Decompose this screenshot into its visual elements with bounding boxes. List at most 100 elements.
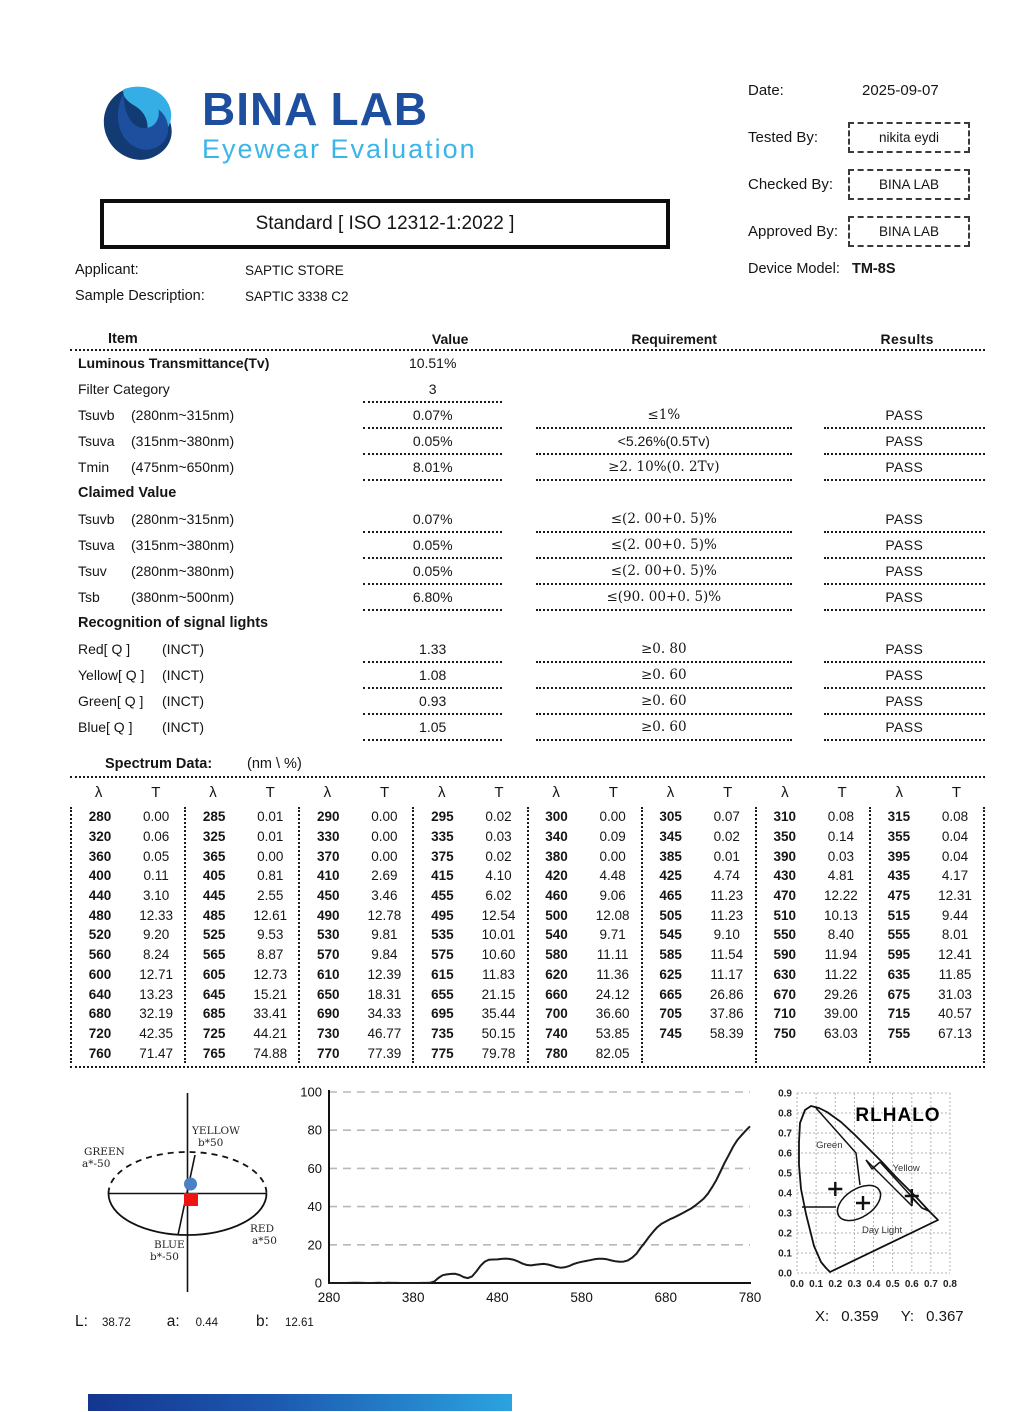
transmittance-value: 31.03 xyxy=(938,986,972,1002)
wavelength-value: 705 xyxy=(659,1006,682,1022)
transmittance-header: T xyxy=(951,784,961,801)
spectrum-cell: 365 0.00 xyxy=(186,846,298,866)
transmittance-value: 29.26 xyxy=(823,986,858,1002)
transmittance-value: 4.48 xyxy=(599,868,626,884)
transmittance-value: 12.33 xyxy=(139,907,173,923)
result-item: Blue[ Q ] (INCT) xyxy=(70,715,355,741)
wavelength-value: 370 xyxy=(317,848,340,864)
result-status: PASS xyxy=(823,455,986,481)
wavelength-value: 400 xyxy=(88,868,112,884)
item-range: (INCT) xyxy=(162,641,204,657)
spectrum-cell: 530 9.81 xyxy=(300,925,412,945)
spectrum-cell: 395 0.04 xyxy=(871,846,983,866)
result-value: 3 xyxy=(363,377,503,403)
spectrum-cell: 385 0.01 xyxy=(643,846,755,866)
wavelength-value: 415 xyxy=(431,868,454,884)
spectrum-cell: 705 37.86 xyxy=(643,1004,755,1024)
spectrum-cell: 300 0.00 xyxy=(529,807,641,827)
b-value: 12.61 xyxy=(284,1317,314,1329)
result-item: Tsuvb (280nm~315nm) xyxy=(70,507,355,533)
standard-box: Standard [ ISO 12312-1:2022 ] xyxy=(100,199,670,249)
xy-readout: X: 0.359 Y: 0.367 xyxy=(815,1308,964,1325)
transmittance-value: 0.00 xyxy=(371,848,398,864)
wavelength-value: 620 xyxy=(545,966,568,982)
wavelength-value: 715 xyxy=(887,1006,911,1022)
transmittance-value: 82.05 xyxy=(595,1045,630,1061)
wavelength-value: 770 xyxy=(317,1045,340,1061)
spectrum-cell: 465 11.23 xyxy=(643,886,755,906)
transmittance-header: T xyxy=(265,784,275,801)
spectrum-cell: 375 0.02 xyxy=(414,846,526,866)
wavelength-value: 775 xyxy=(431,1045,454,1061)
chart-axes xyxy=(328,1090,751,1284)
transmittance-value: 0.06 xyxy=(142,829,170,845)
spectrum-cell: 605 12.73 xyxy=(186,965,298,985)
transmittance-value: 9.20 xyxy=(142,927,170,943)
spectrum-cell: 680 32.19 xyxy=(72,1004,184,1024)
spectrum-cell: 770 77.39 xyxy=(300,1043,412,1063)
spectrum-cell: 545 9.10 xyxy=(643,925,755,945)
wavelength-value: 700 xyxy=(545,1006,568,1022)
result-status: PASS xyxy=(823,429,986,455)
wavelength-value: 535 xyxy=(431,927,454,943)
result-item: Tsb (380nm~500nm) xyxy=(70,585,355,611)
wavelength-value: 685 xyxy=(202,1006,226,1022)
spectrum-cell: 570 9.84 xyxy=(300,945,412,965)
result-requirement: ≥0. 60 xyxy=(536,715,792,741)
spectrum-cell: 595 12.41 xyxy=(871,945,983,965)
transmittance-value: 4.81 xyxy=(827,868,854,884)
transmittance-value: 11.11 xyxy=(596,947,629,963)
wavelength-value: 495 xyxy=(431,907,454,923)
result-requirement: ≤(2. 00+0. 5)% xyxy=(536,507,792,533)
result-value: 10.51% xyxy=(408,355,457,371)
spectrum-cell: 560 8.24 xyxy=(72,945,184,965)
transmittance-value: 10.13 xyxy=(823,907,858,923)
spectrum-column: 305 0.07 345 0.02 385 0.01 425 4.74 465 11.23 505 1… xyxy=(640,807,755,1063)
wavelength-value: 470 xyxy=(773,888,797,904)
spectrum-cell: 710 39.00 xyxy=(757,1004,869,1024)
device-model-label: Device Model: xyxy=(748,261,840,277)
wavelength-header: λ xyxy=(94,784,103,801)
results-row: Blue[ Q ] (INCT) 1.05 ≥0. 60 PASS xyxy=(70,715,986,741)
lab-label-green: GREEN xyxy=(84,1146,125,1158)
wavelength-value: 390 xyxy=(773,848,797,864)
wavelength-value: 635 xyxy=(887,966,911,982)
transmittance-value: 21.15 xyxy=(481,986,516,1002)
item-range: (280nm~315nm) xyxy=(131,407,235,423)
wavelength-value: 460 xyxy=(545,888,568,904)
wavelength-value: 525 xyxy=(202,927,226,943)
transmittance-value: 0.00 xyxy=(142,809,170,825)
result-value: 0.05% xyxy=(363,429,503,455)
transmittance-value: 12.73 xyxy=(253,966,288,982)
transmittance-value: 11.17 xyxy=(710,966,744,982)
wavelength-value: 335 xyxy=(431,829,454,845)
result-value: 6.80% xyxy=(363,585,503,611)
wavelength-value: 640 xyxy=(88,986,112,1002)
transmittance-value: 4.74 xyxy=(713,868,740,884)
sample-description-label: Sample Description: xyxy=(75,288,205,304)
wavelength-value: 625 xyxy=(659,966,682,982)
wavelength-value: 555 xyxy=(887,927,911,943)
transmittance-header: T xyxy=(723,784,733,801)
spectrum-cell: 495 12.54 xyxy=(414,905,526,925)
cie-y-tick: 0.1 xyxy=(778,1249,792,1260)
cie-daylight-ellipse xyxy=(836,1184,882,1222)
result-status: PASS xyxy=(823,403,986,429)
transmittance-value: 26.86 xyxy=(709,986,744,1002)
results-row: Tsuva (315nm~380nm) 0.05% <5.26%(0.5Tv) PASS xyxy=(70,429,986,455)
divider-line-bottom xyxy=(70,1066,985,1068)
transmittance-value: 42.35 xyxy=(139,1025,173,1041)
result-item: Tsuva (315nm~380nm) xyxy=(70,533,355,559)
spectrum-cell: 745 58.39 xyxy=(643,1024,755,1044)
wavelength-value: 325 xyxy=(202,829,226,845)
result-value: 1.33 xyxy=(363,637,503,663)
transmittance-value: 9.10 xyxy=(713,927,740,943)
x-axis-tick: 280 xyxy=(318,1290,341,1305)
spectrum-body: 280 0.00 320 0.06 360 0.05 400 0.11 440 3.10 480 12… xyxy=(70,807,985,1063)
cie-y-tick: 0.8 xyxy=(778,1109,792,1120)
item-name: Tsuvb xyxy=(78,511,115,527)
wavelength-value: 440 xyxy=(88,888,112,904)
transmittance-value: 0.01 xyxy=(713,848,740,864)
results-row: Green[ Q ] (INCT) 0.93 ≥0. 60 PASS xyxy=(70,689,986,715)
